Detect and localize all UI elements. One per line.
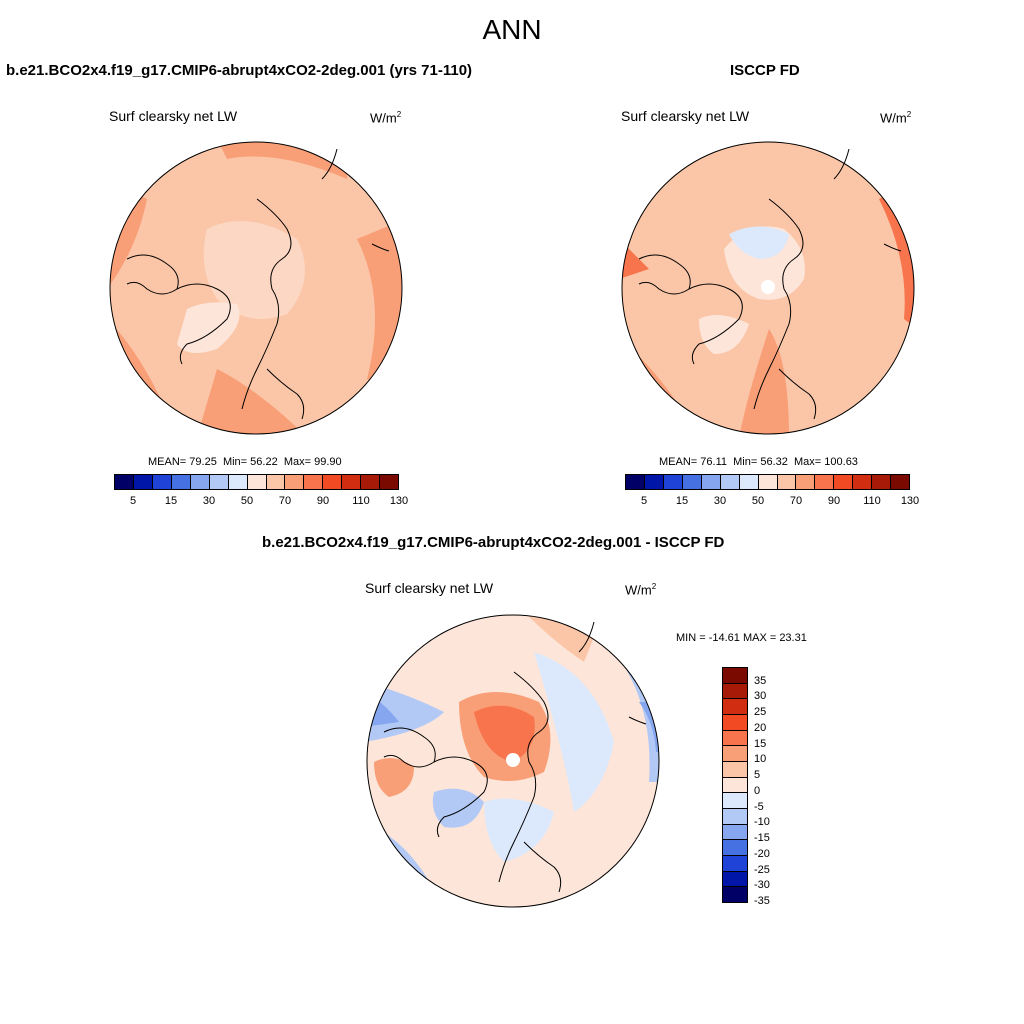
- colorbar-tick-label: -10: [754, 816, 770, 829]
- colorbar-swatch: [380, 475, 399, 489]
- colorbar-swatch: [723, 887, 747, 903]
- colorbar-tick-label: 35: [754, 674, 767, 687]
- colorbar-swatch: [723, 856, 747, 872]
- colorbar-swatch: [723, 683, 747, 700]
- panel3-units-label: W/m2: [625, 582, 657, 598]
- colorbar-swatch: [266, 475, 286, 489]
- colorbar-tick-label: 0: [754, 784, 761, 797]
- panel1-units-label: W/m2: [370, 110, 402, 126]
- colorbar-swatch: [815, 475, 835, 489]
- colorbar-swatch: [626, 475, 645, 489]
- colorbar-tick-label: -25: [754, 863, 770, 876]
- colorbar-swatch: [701, 475, 721, 489]
- panel3-colorbar: [722, 667, 748, 903]
- colorbar-tick-label: 20: [754, 721, 767, 734]
- colorbar-swatch: [723, 840, 747, 857]
- colorbar-tick-label: 50: [751, 495, 765, 507]
- colorbar-swatch: [304, 475, 324, 489]
- colorbar-swatch: [723, 824, 747, 841]
- panel2-polar-map: [621, 141, 915, 435]
- colorbar-swatch: [891, 475, 910, 489]
- colorbar-swatch: [796, 475, 816, 489]
- panel2-colorbar: [625, 474, 910, 490]
- colorbar-tick-label: 30: [754, 690, 767, 703]
- colorbar-tick-label: 25: [754, 706, 767, 719]
- colorbar-swatch: [115, 475, 134, 489]
- panel2-case-title: ISCCP FD: [730, 62, 800, 79]
- colorbar-tick-label: 30: [202, 495, 216, 507]
- colorbar-tick-label: 90: [827, 495, 841, 507]
- colorbar-swatch: [209, 475, 229, 489]
- colorbar-swatch: [342, 475, 362, 489]
- colorbar-tick-label: 110: [352, 495, 370, 507]
- colorbar-swatch: [644, 475, 664, 489]
- panel3-polar-map: [366, 614, 660, 908]
- colorbar-tick-label: 5: [129, 495, 137, 507]
- colorbar-tick-label: 90: [316, 495, 330, 507]
- colorbar-swatch: [133, 475, 153, 489]
- colorbar-swatch: [723, 730, 747, 747]
- colorbar-tick-label: 5: [640, 495, 648, 507]
- colorbar-swatch: [247, 475, 267, 489]
- colorbar-swatch: [723, 793, 747, 810]
- colorbar-swatch: [323, 475, 343, 489]
- colorbar-swatch: [663, 475, 683, 489]
- colorbar-swatch: [228, 475, 248, 489]
- colorbar-swatch: [152, 475, 172, 489]
- colorbar-tick-label: 5: [754, 769, 761, 782]
- panel1-variable-label: Surf clearsky net LW: [109, 108, 238, 124]
- colorbar-tick-label: -30: [754, 879, 770, 892]
- colorbar-swatch: [723, 715, 747, 731]
- colorbar-swatch: [723, 871, 747, 888]
- colorbar-tick-label: 15: [164, 495, 178, 507]
- panel3-stats: MIN = -14.61 MAX = 23.31: [676, 632, 807, 644]
- colorbar-swatch: [834, 475, 854, 489]
- panel1-case-title: b.e21.BCO2x4.f19_g17.CMIP6-abrupt4xCO2-2…: [6, 62, 473, 79]
- colorbar-tick-label: 50: [240, 495, 254, 507]
- colorbar-swatch: [682, 475, 702, 489]
- colorbar-swatch: [723, 746, 747, 763]
- colorbar-tick-label: 70: [789, 495, 803, 507]
- colorbar-tick-label: -35: [754, 895, 770, 907]
- figure-title: ANN: [482, 14, 542, 45]
- colorbar-swatch: [361, 475, 381, 489]
- colorbar-swatch: [723, 762, 747, 778]
- colorbar-swatch: [853, 475, 873, 489]
- colorbar-tick-label: 30: [713, 495, 727, 507]
- colorbar-swatch: [723, 699, 747, 716]
- colorbar-swatch: [190, 475, 210, 489]
- panel3-variable-label: Surf clearsky net LW: [365, 580, 494, 596]
- panel2-variable-label: Surf clearsky net LW: [621, 108, 750, 124]
- colorbar-tick-label: 15: [754, 737, 767, 750]
- colorbar-tick-label: 15: [675, 495, 689, 507]
- colorbar-tick-label: 70: [278, 495, 292, 507]
- colorbar-swatch: [723, 777, 747, 794]
- panel3-case-title: b.e21.BCO2x4.f19_g17.CMIP6-abrupt4xCO2-2…: [262, 534, 725, 551]
- colorbar-swatch: [872, 475, 892, 489]
- panel2-units-label: W/m2: [880, 110, 912, 126]
- colorbar-tick-label: -15: [754, 832, 770, 845]
- colorbar-swatch: [739, 475, 759, 489]
- panel1-stats: MEAN= 79.25 Min= 56.22 Max= 99.90: [148, 456, 342, 468]
- colorbar-tick-label: 10: [754, 753, 767, 766]
- colorbar-swatch: [723, 809, 747, 825]
- colorbar-tick-label: 110: [863, 495, 881, 507]
- colorbar-swatch: [171, 475, 191, 489]
- panel1-colorbar: [114, 474, 399, 490]
- colorbar-tick-label: 130: [389, 495, 409, 507]
- colorbar-swatch: [285, 475, 305, 489]
- panel2-stats: MEAN= 76.11 Min= 56.32 Max= 100.63: [659, 456, 858, 468]
- colorbar-swatch: [723, 668, 747, 684]
- panel1-polar-map: [109, 141, 403, 435]
- colorbar-tick-label: 130: [900, 495, 920, 507]
- colorbar-swatch: [720, 475, 740, 489]
- colorbar-swatch: [758, 475, 778, 489]
- colorbar-tick-label: -20: [754, 847, 770, 860]
- colorbar-swatch: [777, 475, 797, 489]
- colorbar-tick-label: -5: [754, 800, 764, 813]
